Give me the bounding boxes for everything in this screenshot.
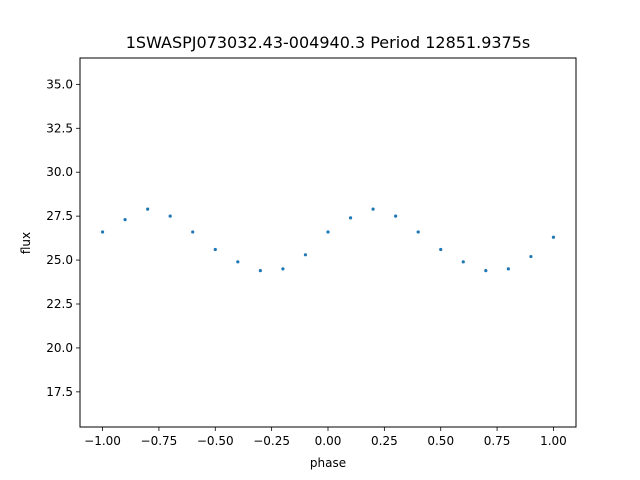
data-point [123,218,127,222]
data-point [281,267,285,271]
y-tick-label: 27.5 [46,209,73,223]
y-axis-label: flux [19,232,33,254]
data-point [326,230,330,234]
data-point [100,230,105,234]
x-tick-label: −0.50 [197,434,234,448]
y-tick-label: 17.5 [46,385,73,399]
x-tick-label: 0.00 [315,434,342,448]
x-tick-label: 0.25 [371,434,398,448]
data-point [439,247,443,252]
data-point [168,214,172,218]
data-point [506,267,510,271]
data-point [529,254,533,259]
data-point [258,269,262,273]
data-point [303,253,308,257]
y-tick-label: 32.5 [46,121,73,135]
data-point [551,235,556,239]
x-axis-ticks: −1.00 −0.75 −0.50 −0.25 0.00 0.25 0.50 0.75 1.00 [84,427,567,448]
x-tick-label: 1.00 [540,434,567,448]
data-point [146,207,150,211]
x-tick-label: −0.75 [141,434,178,448]
data-point [236,260,240,264]
data-point [394,214,398,218]
x-axis-label: phase [310,456,346,470]
y-tick-label: 30.0 [46,165,73,179]
x-tick-label: 0.50 [427,434,454,448]
x-tick-label: −1.00 [84,434,121,448]
y-tick-label: 35.0 [46,77,73,91]
data-point [348,216,353,220]
data-point [191,230,195,234]
scatter-points [100,207,556,273]
data-point [213,247,217,252]
y-tick-label: 20.0 [46,341,73,355]
y-tick-label: 25.0 [46,253,73,267]
data-point [416,230,420,234]
chart-title: 1SWASPJ073032.43-004940.3 Period 12851.9… [126,33,531,52]
data-point [461,260,465,264]
x-tick-label: 0.75 [484,434,511,448]
x-tick-label: −0.25 [253,434,290,448]
data-point [371,207,375,211]
y-tick-label: 22.5 [46,297,73,311]
y-axis-ticks: 17.5 20.0 22.5 25.0 27.5 30.0 32.5 35.0 [46,77,80,399]
data-point [484,269,488,273]
